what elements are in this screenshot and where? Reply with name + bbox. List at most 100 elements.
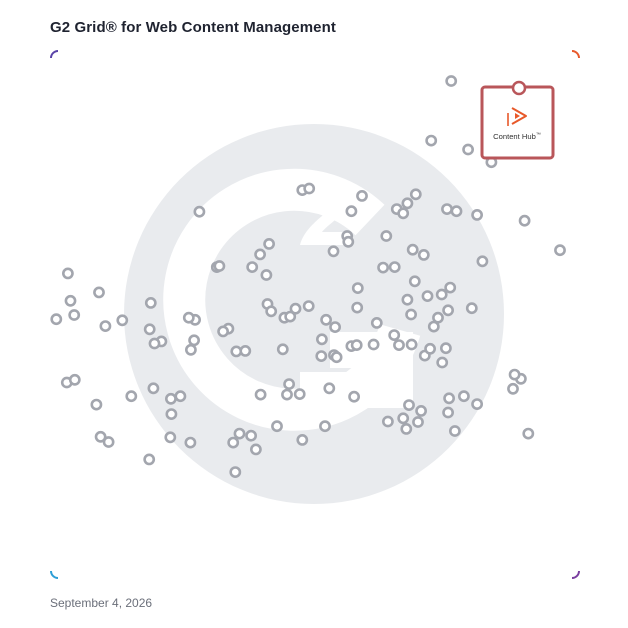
data-point[interactable] xyxy=(315,333,328,346)
data-point[interactable] xyxy=(184,343,197,356)
data-point[interactable] xyxy=(302,300,315,312)
data-point[interactable] xyxy=(442,304,454,317)
data-point[interactable] xyxy=(329,321,341,333)
data-point[interactable] xyxy=(425,134,438,147)
data-point[interactable] xyxy=(239,344,252,357)
data-point[interactable] xyxy=(90,398,103,411)
data-point[interactable] xyxy=(102,436,115,448)
data-point[interactable] xyxy=(246,261,259,273)
data-point[interactable] xyxy=(465,302,478,315)
data-point[interactable] xyxy=(50,313,63,326)
data-point[interactable] xyxy=(164,392,177,405)
data-point[interactable] xyxy=(412,416,424,428)
data-point[interactable] xyxy=(342,235,355,248)
data-point[interactable] xyxy=(427,320,440,333)
data-point[interactable] xyxy=(415,404,427,417)
data-point[interactable] xyxy=(397,207,410,220)
data-point[interactable] xyxy=(507,382,519,395)
data-point[interactable] xyxy=(227,436,240,449)
data-point[interactable] xyxy=(276,343,289,356)
data-point[interactable] xyxy=(319,420,331,433)
data-point[interactable] xyxy=(443,392,455,405)
data-point[interactable] xyxy=(254,388,267,401)
data-point[interactable] xyxy=(293,388,306,400)
data-point[interactable] xyxy=(330,351,343,364)
data-point[interactable] xyxy=(380,230,393,242)
data-point[interactable] xyxy=(381,415,394,428)
data-point[interactable] xyxy=(417,248,430,261)
data-point[interactable] xyxy=(164,431,177,444)
data-point[interactable] xyxy=(444,281,457,294)
data-point[interactable] xyxy=(450,205,463,218)
data-point[interactable] xyxy=(320,313,332,326)
data-point[interactable] xyxy=(401,293,414,306)
data-point[interactable] xyxy=(356,189,368,202)
data-point[interactable] xyxy=(436,356,449,369)
data-point[interactable] xyxy=(174,390,187,403)
data-point[interactable] xyxy=(265,305,278,318)
data-point[interactable] xyxy=(554,244,566,257)
data-point[interactable] xyxy=(327,245,340,258)
data-point[interactable] xyxy=(217,325,229,338)
data-point[interactable] xyxy=(315,350,328,362)
data-point[interactable] xyxy=(508,368,521,381)
data-point[interactable] xyxy=(143,323,156,336)
data-point[interactable] xyxy=(408,275,421,288)
data-point[interactable] xyxy=(271,420,283,433)
data-point[interactable] xyxy=(442,406,454,419)
data-point[interactable] xyxy=(213,260,226,272)
data-point[interactable] xyxy=(64,294,77,307)
data-point[interactable] xyxy=(424,342,436,355)
data-point[interactable] xyxy=(370,316,383,329)
data-point[interactable] xyxy=(116,314,129,327)
data-point[interactable] xyxy=(421,290,434,302)
featured-product-marker[interactable]: Content Hub™ xyxy=(480,80,555,160)
data-point[interactable] xyxy=(471,208,483,221)
data-point[interactable] xyxy=(263,237,275,250)
data-point[interactable] xyxy=(182,311,195,324)
data-point[interactable] xyxy=(476,255,489,268)
data-point[interactable] xyxy=(296,433,309,446)
data-point[interactable] xyxy=(184,436,197,449)
data-point[interactable] xyxy=(518,214,531,227)
data-point[interactable] xyxy=(351,301,364,314)
data-point[interactable] xyxy=(439,342,452,355)
data-point[interactable] xyxy=(345,205,358,218)
data-point[interactable] xyxy=(144,296,157,309)
data-point[interactable] xyxy=(351,282,364,294)
data-point[interactable] xyxy=(229,466,242,478)
data-point[interactable] xyxy=(435,288,448,301)
data-point[interactable] xyxy=(68,373,81,386)
data-point[interactable] xyxy=(388,261,401,273)
data-point[interactable] xyxy=(445,75,458,87)
data-point[interactable] xyxy=(405,308,417,321)
data-point[interactable] xyxy=(303,182,316,195)
data-point[interactable] xyxy=(367,338,380,351)
data-point[interactable] xyxy=(457,390,470,403)
data-point[interactable] xyxy=(289,302,302,315)
data-point[interactable] xyxy=(397,412,410,425)
data-point[interactable] xyxy=(188,334,200,347)
data-point[interactable] xyxy=(350,339,363,351)
data-point[interactable] xyxy=(441,203,453,215)
data-point[interactable] xyxy=(403,399,415,411)
data-point[interactable] xyxy=(125,390,138,403)
data-point[interactable] xyxy=(406,243,419,256)
data-point[interactable] xyxy=(143,453,156,466)
data-point[interactable] xyxy=(432,311,444,324)
data-point[interactable] xyxy=(522,427,535,440)
data-point[interactable] xyxy=(401,197,414,210)
data-point[interactable] xyxy=(462,143,474,156)
data-point[interactable] xyxy=(448,425,461,437)
data-point[interactable] xyxy=(245,429,257,442)
data-point[interactable] xyxy=(249,443,262,456)
data-point[interactable] xyxy=(193,205,206,218)
data-point[interactable] xyxy=(323,382,336,395)
data-point[interactable] xyxy=(409,188,422,201)
data-point[interactable] xyxy=(400,422,413,435)
data-point[interactable] xyxy=(94,430,107,443)
data-point[interactable] xyxy=(68,309,81,321)
data-point[interactable] xyxy=(283,378,295,390)
data-point[interactable] xyxy=(93,286,105,299)
data-point[interactable] xyxy=(471,398,483,410)
